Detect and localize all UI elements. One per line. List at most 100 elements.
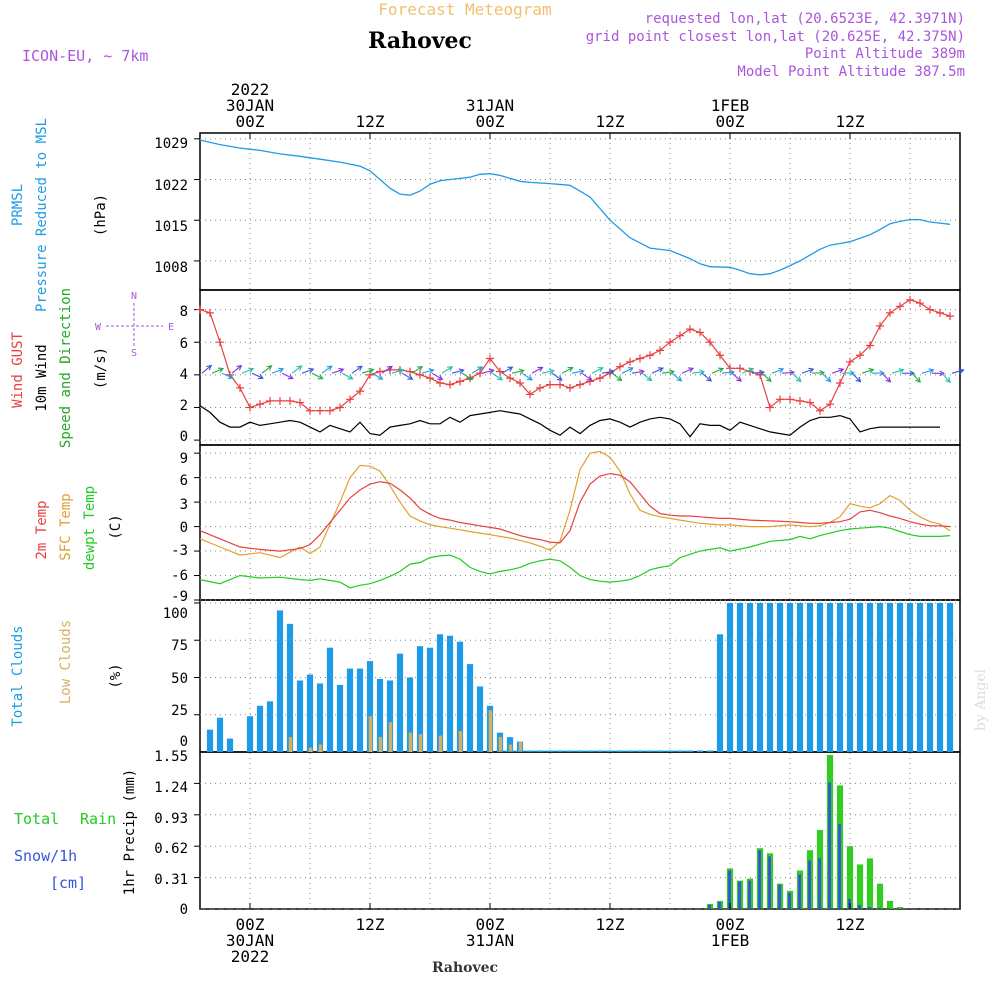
- wind-direction-arrow: [471, 366, 484, 374]
- arrow-head: [958, 368, 965, 374]
- arrow-head: [356, 365, 363, 372]
- temp-dewpt-label: dewpt Temp: [82, 486, 98, 570]
- total-cloud-bar: [216, 717, 224, 752]
- arrow-shaft: [271, 368, 284, 374]
- arrow-shaft: [681, 367, 694, 374]
- ytick-p124: 1.24: [154, 780, 188, 796]
- total-cloud-bar: [436, 634, 444, 752]
- low-cloud-bar: [508, 744, 513, 752]
- low-cloud-bar: [388, 722, 393, 752]
- arrow-shaft: [801, 368, 814, 374]
- arrow-shaft: [401, 372, 413, 380]
- gust-marker: [526, 390, 534, 399]
- wind-direction-arrow: [861, 368, 875, 374]
- snow-bar: [708, 904, 711, 909]
- gust-marker: [496, 367, 504, 376]
- gust-marker: [356, 387, 364, 396]
- wind-direction-arrow: [891, 368, 905, 374]
- gust-marker: [536, 383, 544, 392]
- pressure-unit: (hPa): [93, 194, 109, 236]
- gust-marker: [196, 305, 204, 314]
- low-cloud-bar: [488, 710, 493, 752]
- arrow-head: [428, 368, 435, 374]
- snow-bar: [778, 884, 781, 909]
- low-clouds-label: Low Clouds: [58, 620, 74, 704]
- total-cloud-bar: [356, 668, 364, 752]
- arrow-shaft: [591, 367, 603, 374]
- ytick-c75: 75: [171, 638, 188, 654]
- total-cloud-bar: [316, 683, 324, 752]
- ytick-t0: 0: [180, 520, 188, 536]
- wind-direction-arrow: [741, 367, 755, 374]
- total-cloud-bar: [866, 602, 874, 752]
- clouds-unit: (%): [108, 663, 124, 688]
- total-cloud-bar: [756, 602, 764, 752]
- arrow-head: [497, 375, 504, 381]
- arrow-head: [616, 375, 623, 382]
- total-cloud-bar: [476, 686, 484, 752]
- total-cloud-bar: [336, 684, 344, 752]
- wind-direction-arrow: [771, 367, 785, 374]
- arrow-shaft: [881, 372, 891, 383]
- pressure-label-1: PRMSL: [10, 184, 26, 226]
- super-title: Forecast Meteogram: [378, 0, 551, 19]
- wind-direction-arrow: [561, 366, 574, 374]
- total-cloud-bar: [296, 680, 304, 752]
- arrow-shaft: [581, 372, 593, 381]
- arrow-head: [945, 377, 951, 383]
- arrow-head: [407, 374, 414, 380]
- ytick-c0: 0: [180, 734, 188, 750]
- wind-direction-arrow: [251, 372, 264, 380]
- ytick-p155: 1.55: [154, 749, 188, 765]
- wind-direction-arrow: [261, 365, 273, 374]
- wind-direction-arrow: [681, 367, 695, 374]
- gust-marker: [896, 302, 904, 311]
- total-cloud-bar: [916, 602, 924, 752]
- arrow-shaft: [441, 366, 453, 374]
- wind-direction-arrow: [661, 369, 676, 375]
- gust-marker: [416, 370, 424, 379]
- snow-bar: [718, 901, 721, 909]
- arrow-head: [257, 373, 264, 380]
- wind-direction-arrow: [711, 367, 725, 374]
- gust-marker: [446, 380, 454, 389]
- total-cloud-bar: [246, 716, 254, 752]
- wind-direction-arrow: [401, 372, 414, 380]
- arrow-shaft: [201, 365, 212, 374]
- wind-direction-arrow: [811, 369, 826, 376]
- total-cloud-bar: [426, 647, 434, 752]
- gust-marker: [366, 370, 374, 379]
- compass-n: N: [131, 291, 137, 302]
- arrow-shaft: [691, 371, 704, 374]
- arrow-head: [266, 365, 273, 371]
- arrow-shaft: [651, 367, 664, 374]
- arrow-head: [507, 366, 514, 372]
- wind-direction-arrow: [491, 372, 504, 381]
- wind-direction-arrow: [351, 365, 363, 374]
- snow-bar: [878, 907, 881, 909]
- arrow-head: [879, 370, 886, 376]
- arrow-head: [729, 369, 736, 376]
- arrow-shaft: [231, 365, 242, 374]
- ytick-w8: 8: [180, 304, 188, 320]
- arrow-head: [909, 370, 916, 377]
- wind-panel: [199, 289, 961, 446]
- ytick-w2: 2: [180, 398, 188, 414]
- snow-bar: [798, 874, 801, 909]
- gust-marker: [246, 403, 254, 412]
- arrow-head: [795, 376, 802, 383]
- page-title: Rahovec: [368, 28, 472, 54]
- arrow-head: [838, 367, 845, 374]
- total-cloud-bar: [786, 602, 794, 752]
- wind-gust-label: Wind GUST: [10, 332, 26, 408]
- arrow-head: [608, 369, 615, 375]
- wind-direction-arrow: [671, 372, 683, 382]
- bottom-time-label: 12Z: [596, 915, 625, 934]
- arrow-shaft: [751, 371, 765, 374]
- wind-direction-arrow: [551, 372, 563, 381]
- precip-rain-label: Rain: [80, 810, 116, 828]
- compass-e: E: [168, 322, 174, 333]
- arrow-shaft: [671, 372, 682, 382]
- top-time-label: 00Z: [236, 112, 265, 131]
